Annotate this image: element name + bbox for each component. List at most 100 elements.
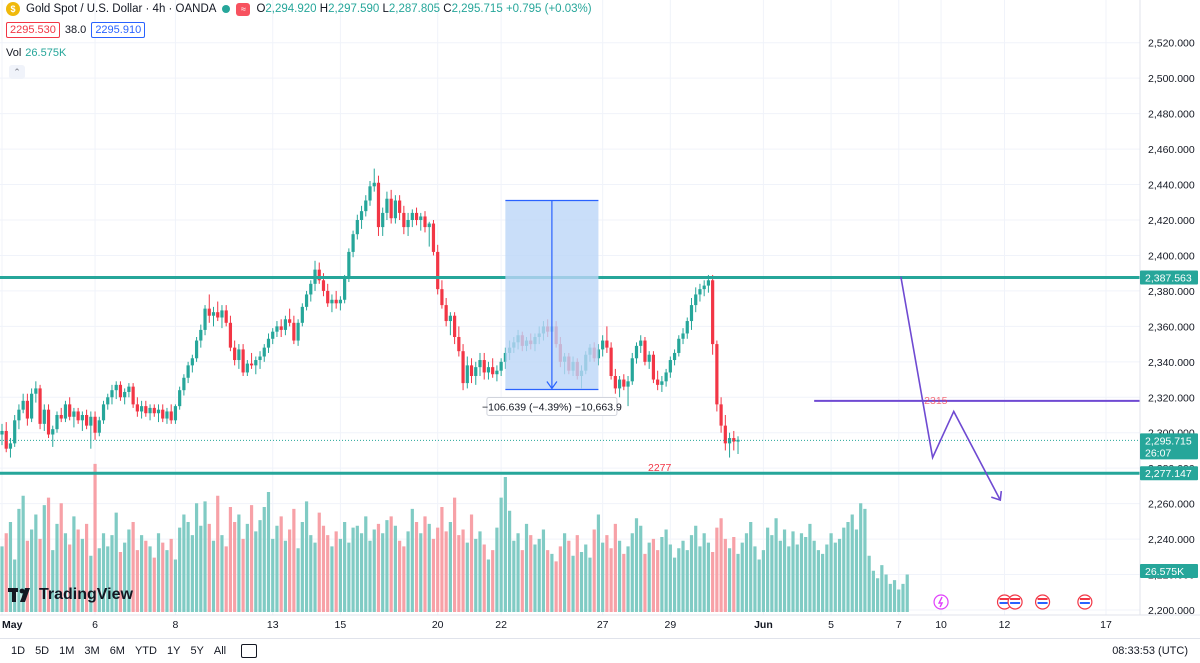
volume-bar — [381, 533, 385, 612]
time-axis[interactable]: May 6 8 13 15 20 22 27 29 Jun 5 7 10 12 17 — [0, 614, 1200, 631]
candle-body — [194, 340, 199, 359]
volume-bar — [795, 544, 799, 612]
range-button-ytd[interactable]: YTD — [134, 645, 157, 657]
range-button-5d[interactable]: 5D — [35, 645, 50, 657]
volume-bar — [63, 533, 68, 612]
volume-bar — [13, 559, 17, 612]
volume-bar — [880, 565, 884, 612]
price-chart[interactable]: 2277 2315 −106.639 (−4.39%) −10,663.9 2,20… — [0, 0, 1200, 638]
volume-bar — [897, 589, 901, 612]
volume-bar — [660, 537, 664, 612]
volume-bar — [469, 514, 474, 612]
flag-stripe — [1010, 602, 1021, 604]
volume-bar — [846, 522, 850, 612]
drawings[interactable]: 2277 2315 −106.639 (−4.39%) −10,663.9 — [0, 199, 1140, 610]
volume-bar — [304, 501, 309, 612]
symbol-title[interactable]: Gold Spot / U.S. Dollar · 4h · OANDA — [26, 3, 217, 15]
candle-body — [499, 361, 503, 371]
volume-bar — [495, 527, 499, 612]
volume-bar — [643, 553, 647, 612]
candle-body — [338, 299, 342, 304]
utc-clock[interactable]: 08:33:53 (UTC) — [1112, 645, 1188, 657]
range-button-1y[interactable]: 1Y — [166, 645, 181, 657]
candle-body — [698, 289, 702, 295]
volume-bar — [533, 544, 537, 612]
volume-bar — [398, 540, 402, 612]
volume-bar — [774, 518, 778, 612]
collapse-legend-button[interactable]: ⌃ — [9, 65, 25, 79]
volume-bar — [592, 529, 596, 612]
candle-body — [672, 352, 677, 361]
range-button-6m[interactable]: 6M — [109, 645, 125, 657]
volume-bar — [579, 552, 584, 612]
volume-bar — [799, 533, 804, 612]
candle-body — [486, 367, 491, 373]
buy-button[interactable]: 2295.910 — [91, 22, 146, 38]
volume-bar — [761, 550, 765, 612]
sell-button[interactable]: 2295.530 — [6, 22, 60, 38]
volume-bar — [876, 578, 880, 612]
gold-symbol-icon: $ — [6, 2, 20, 16]
price-tag-background — [1140, 564, 1198, 578]
volume-bar — [677, 548, 681, 612]
volume-bar — [372, 529, 376, 612]
volume-bar — [410, 508, 414, 612]
candle-body — [139, 406, 144, 412]
volume-bar — [736, 553, 740, 612]
volume-bar — [199, 525, 203, 612]
candle-body — [444, 305, 448, 322]
candle-body — [668, 360, 672, 373]
y-tick-label: 2,360.000 — [1148, 321, 1195, 333]
volume-bar — [474, 538, 478, 612]
candle-body — [622, 379, 626, 387]
candle-body — [123, 391, 127, 398]
candle-body — [719, 404, 723, 426]
x-tick-label: May — [2, 619, 23, 631]
x-tick-label: 7 — [896, 619, 902, 631]
volume-bar — [499, 497, 503, 612]
candle-body — [63, 404, 68, 419]
candle-body — [266, 338, 271, 348]
price-axis[interactable]: 2,200.0002,220.0002,240.0002,260.0002,28… — [1139, 0, 1200, 617]
candle-body — [389, 198, 393, 219]
volume-bar — [715, 527, 719, 612]
candle-body — [664, 372, 668, 382]
candle-body — [224, 310, 228, 323]
price-change: +0.795 (+0.03%) — [505, 3, 592, 15]
range-button-1d[interactable]: 1D — [11, 645, 26, 657]
volume-bar — [656, 550, 660, 612]
volume-bar — [186, 522, 190, 612]
projection-path — [900, 276, 1001, 501]
calendar-icon[interactable] — [241, 644, 258, 658]
volume-bar — [812, 540, 816, 612]
candle-body — [364, 200, 368, 212]
volume-value: 26.575K — [25, 47, 67, 59]
candle-body — [207, 308, 211, 316]
candle-body — [46, 409, 51, 435]
range-button-all[interactable]: All — [213, 645, 227, 657]
volume-bar — [309, 535, 313, 612]
x-tick-label: 6 — [92, 619, 98, 631]
volume-bar — [110, 535, 114, 612]
range-button-3m[interactable]: 3M — [84, 645, 100, 657]
candle-body — [8, 443, 13, 449]
volume-bar — [17, 508, 21, 612]
candle-body — [457, 337, 461, 352]
candle-body — [465, 365, 469, 384]
flag-stripe — [1010, 598, 1021, 600]
volume-bar — [453, 497, 457, 612]
volume-bar — [444, 531, 448, 612]
range-button-5y[interactable]: 5Y — [190, 645, 204, 657]
candle-body — [715, 344, 719, 405]
volume-bar — [491, 550, 495, 612]
candle-body — [34, 388, 38, 394]
range-button-1m[interactable]: 1M — [59, 645, 75, 657]
y-tick-label: 2,240.000 — [1148, 534, 1195, 546]
candle-body — [596, 349, 601, 359]
candle-body — [101, 404, 106, 421]
volume-bar — [782, 529, 787, 612]
volume-bar — [508, 510, 512, 612]
volume-bar — [749, 522, 753, 612]
candle-body — [478, 360, 482, 368]
data-source-icon: ≈ — [236, 2, 251, 16]
